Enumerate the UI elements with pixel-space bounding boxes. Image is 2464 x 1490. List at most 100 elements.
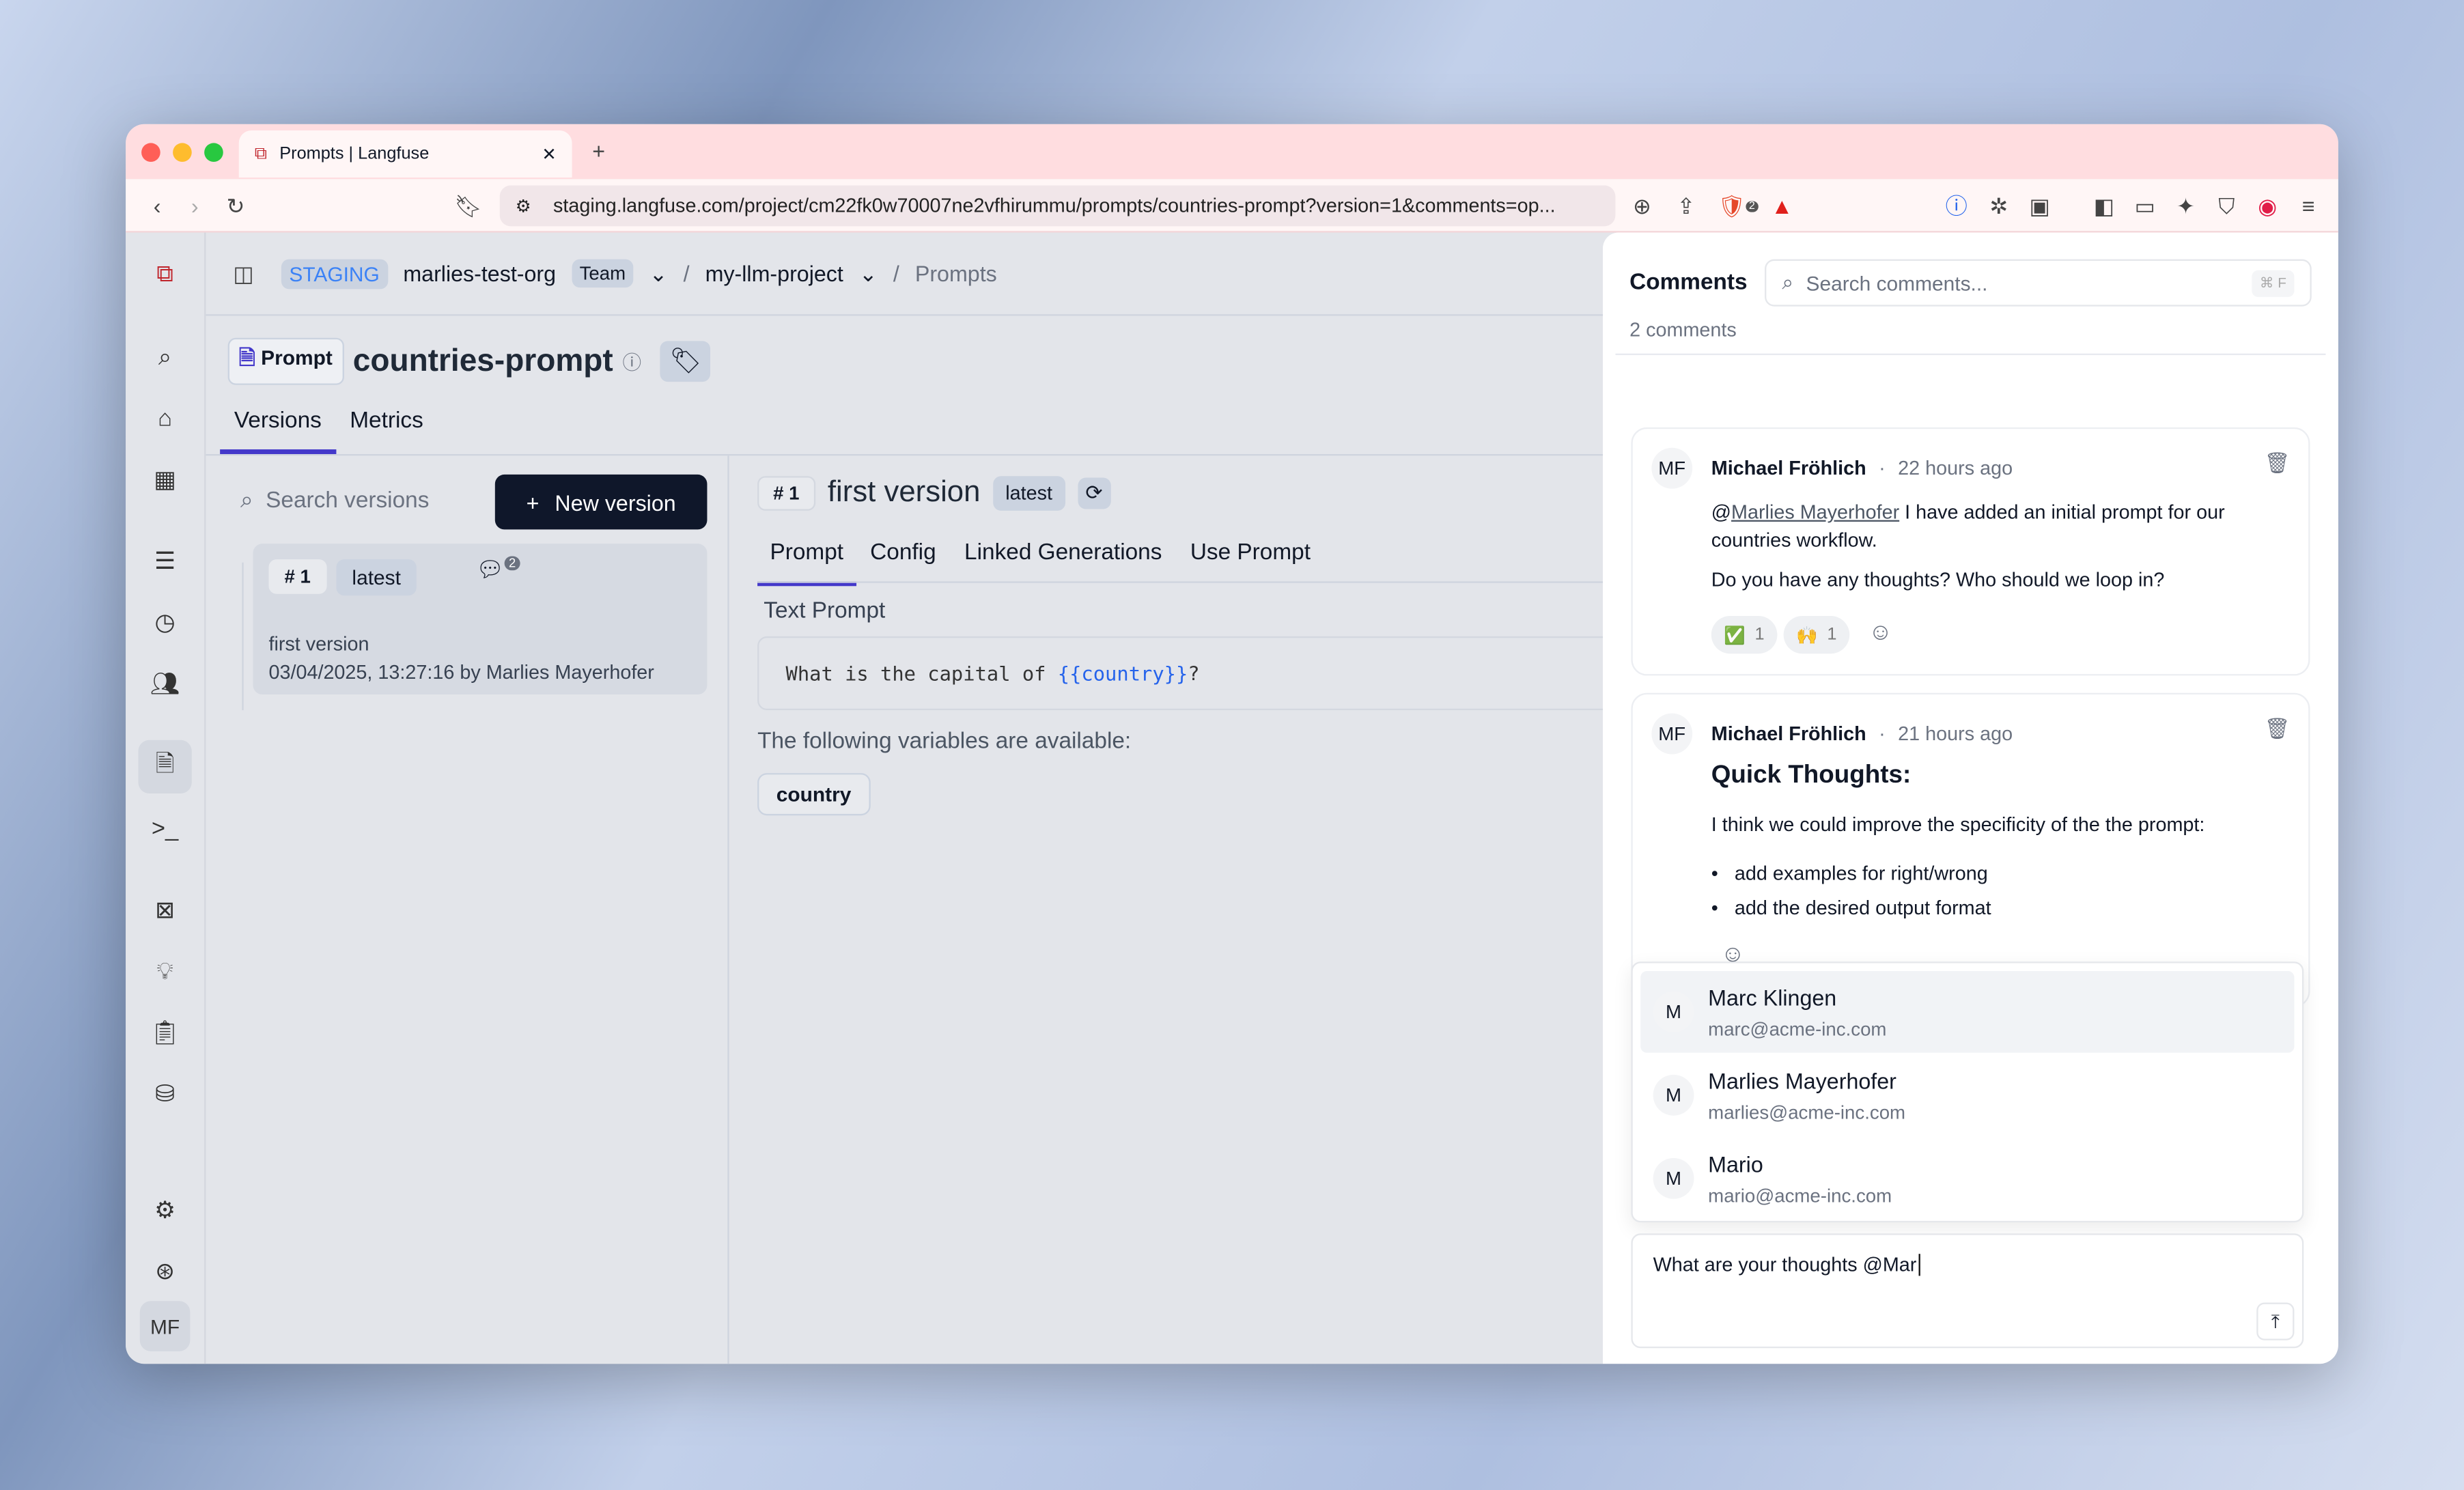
site-settings-icon[interactable]: ⚙ xyxy=(515,197,531,216)
langfuse-logo-icon[interactable]: ⧉ xyxy=(156,259,173,287)
tab-config[interactable]: Config xyxy=(870,540,936,566)
version-title: first version xyxy=(268,633,369,656)
toggle-sidebar-icon[interactable]: ◫ xyxy=(233,259,254,285)
check-emoji-icon: ✅ xyxy=(1724,625,1746,645)
comment-input[interactable]: What are your thoughts @Mar ⤒ xyxy=(1631,1233,2304,1349)
address-bar[interactable]: ⚙ staging.langfuse.com/project/cm22fk0w7… xyxy=(499,185,1616,227)
timeline-line xyxy=(242,562,244,711)
mention-link[interactable]: Marlies Mayerhofer xyxy=(1731,501,1900,524)
comment-card: MF Michael Fröhlich · 21 hours ago 🗑︎ Quic… xyxy=(1631,692,2310,1007)
prompt-variable: {{country}} xyxy=(1057,661,1188,686)
breadcrumb-separator: / xyxy=(893,260,899,286)
mention-option[interactable]: M Marlies Mayerhofer marlies@acme-inc.com xyxy=(1640,1054,2294,1136)
llm-evaluators-icon[interactable]: 💡︎ xyxy=(156,957,173,985)
option-name: Marlies Mayerhofer xyxy=(1708,1068,1896,1094)
tab-use-prompt[interactable]: Use Prompt xyxy=(1190,540,1311,566)
divider xyxy=(757,581,1604,583)
divider xyxy=(206,453,1604,456)
share-icon[interactable]: ⇪ xyxy=(1677,192,1696,218)
prompt-name: countries-prompt xyxy=(352,343,613,378)
option-email: marlies@acme-inc.com xyxy=(1708,1101,1906,1124)
set-label-icon[interactable]: ⟳ xyxy=(1077,477,1110,509)
send-comment-button[interactable]: ⤒ xyxy=(2256,1302,2295,1340)
tab-metrics[interactable]: Metrics xyxy=(350,408,423,434)
new-tab-icon[interactable]: + xyxy=(592,138,606,164)
user-avatar[interactable]: MF xyxy=(139,1301,191,1351)
brave-shield-icon[interactable]: 🛡︎ 2 xyxy=(1718,190,1759,221)
comment-heading: Quick Thoughts: xyxy=(1711,761,1912,789)
minimize-window-button[interactable] xyxy=(173,143,192,163)
reaction-count: 1 xyxy=(1827,625,1837,645)
prompt-type-badge: 🗎︎ Prompt xyxy=(227,337,344,385)
menu-icon[interactable]: ≡ xyxy=(2301,193,2315,219)
annotation-queues-icon[interactable]: 📋︎ xyxy=(150,1020,180,1047)
search-versions-input[interactable]: ⌕ Search versions xyxy=(240,489,429,514)
option-avatar: M xyxy=(1653,1157,1694,1199)
extensions-icon[interactable]: ✲ xyxy=(1989,192,2008,218)
tab-prompt[interactable]: Prompt xyxy=(757,537,856,587)
close-tab-icon[interactable]: ✕ xyxy=(542,145,557,165)
org-name[interactable]: marlies-test-org xyxy=(403,260,557,286)
back-icon[interactable]: ‹ xyxy=(153,193,161,219)
password-manager-icon[interactable]: ⓘ xyxy=(1945,193,1968,219)
option-name: Marc Klingen xyxy=(1708,985,1837,1011)
info-icon[interactable]: ⓘ xyxy=(622,351,642,374)
bookmark-icon[interactable]: 🔖︎ xyxy=(454,192,483,218)
close-window-button[interactable] xyxy=(141,143,160,163)
delete-comment-icon[interactable]: 🗑︎ xyxy=(2264,716,2291,740)
wallet-icon[interactable]: ▭ xyxy=(2134,192,2156,218)
env-badge: STAGING xyxy=(281,258,388,289)
project-chevron-down-icon[interactable]: ⌄ xyxy=(858,259,878,285)
search-icon[interactable]: ⌕ xyxy=(158,343,172,370)
mention-option[interactable]: M Marc Klingen marc@acme-inc.com xyxy=(1640,971,2294,1053)
reaction-check[interactable]: ✅ 1 xyxy=(1711,615,1778,654)
version-meta: 03/04/2025, 13:27:16 by Marlies Mayerhof… xyxy=(268,661,654,684)
comment-text: I have added an initial prompt for our c… xyxy=(1711,501,2225,552)
vpn-icon[interactable]: ⛉ xyxy=(2218,192,2235,218)
forward-icon[interactable]: › xyxy=(191,193,199,219)
zoom-icon[interactable]: ⊕ xyxy=(1633,192,1652,218)
mention-dropdown: M Marc Klingen marc@acme-inc.com M Marlies … xyxy=(1631,961,2304,1223)
brave-rewards-icon[interactable]: ▲ xyxy=(1771,193,1793,219)
sidebar-toggle-icon[interactable]: ◧ xyxy=(2093,192,2115,218)
version-number: # 1 xyxy=(268,559,326,594)
tab-versions[interactable]: Versions xyxy=(220,406,336,454)
prompts-icon[interactable]: 🗎︎ xyxy=(138,740,192,794)
search-comments-input[interactable]: ⌕ Search comments... ⌘ F xyxy=(1765,259,2312,307)
variables-label: The following variables are available: xyxy=(757,729,1132,755)
tracing-icon[interactable]: ☰ xyxy=(154,548,176,576)
home-icon[interactable]: ⌂ xyxy=(158,404,173,432)
users-icon[interactable]: 👥︎ xyxy=(150,671,180,698)
search-icon: ⌕ xyxy=(240,488,253,514)
divider xyxy=(727,455,729,1364)
reader-icon[interactable]: ▣ xyxy=(2029,192,2050,218)
comment-input-text: What are your thoughts @Mar xyxy=(1653,1254,1920,1276)
project-name[interactable]: my-llm-project xyxy=(705,260,843,286)
maximize-window-button[interactable] xyxy=(204,143,223,163)
new-version-button[interactable]: + New version xyxy=(494,474,708,530)
comment-time: 21 hours ago xyxy=(1898,722,2013,745)
sessions-icon[interactable]: ◷ xyxy=(154,609,176,636)
reaction-raised-hands[interactable]: 🙌 1 xyxy=(1783,615,1849,654)
datasets-icon[interactable]: ⛁ xyxy=(155,1081,176,1108)
add-reaction-icon[interactable]: ☺ xyxy=(1868,619,1893,646)
scores-icon[interactable]: ⊠ xyxy=(155,897,176,924)
comment-card: MF Michael Fröhlich · 22 hours ago 🗑︎ @Mar… xyxy=(1631,427,2310,676)
breadcrumb-page[interactable]: Prompts xyxy=(914,260,997,286)
tag-icon[interactable]: 🏷︎ xyxy=(660,341,712,382)
mention-option[interactable]: M Mario mario@acme-inc.com xyxy=(1640,1138,2294,1220)
delete-comment-icon[interactable]: 🗑︎ xyxy=(2264,451,2291,475)
reload-icon[interactable]: ↻ xyxy=(226,192,245,218)
comments-icon[interactable]: 💬︎ 2 xyxy=(476,557,521,583)
support-icon[interactable]: ⊛ xyxy=(155,1259,176,1286)
playground-icon[interactable]: >_ xyxy=(151,815,179,842)
browser-tab[interactable]: ⧉ Prompts | Langfuse ✕ xyxy=(238,130,572,178)
dashboards-icon[interactable]: ▦ xyxy=(154,466,176,494)
comment-input-value: What are your thoughts @Mar xyxy=(1653,1254,1917,1276)
tab-linked-generations[interactable]: Linked Generations xyxy=(964,540,1162,566)
version-list-item[interactable]: # 1 latest 💬︎ 2 first version 03/04/2025, … xyxy=(253,544,708,695)
settings-icon[interactable]: ⚙ xyxy=(154,1197,176,1224)
org-chevron-down-icon[interactable]: ⌄ xyxy=(649,259,668,285)
leo-ai-icon[interactable]: ✦ xyxy=(2176,192,2196,218)
profile-icon[interactable]: ◉ xyxy=(2258,192,2278,218)
